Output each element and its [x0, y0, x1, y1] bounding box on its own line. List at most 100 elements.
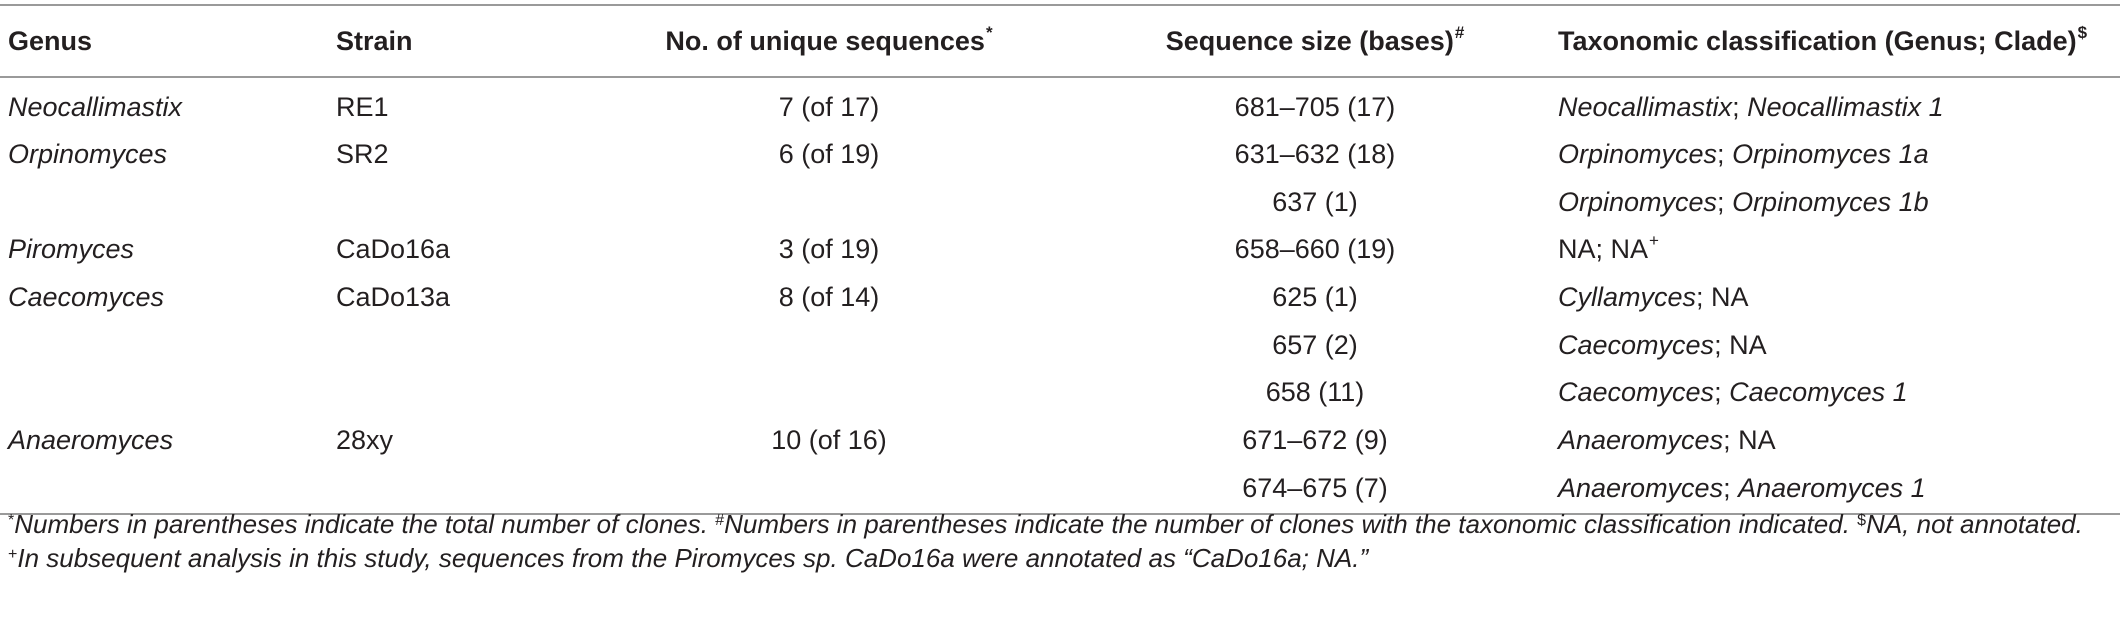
cell-unique-sequences	[586, 321, 1072, 369]
cell-strain	[336, 464, 586, 516]
cell-unique-sequences	[586, 369, 1072, 417]
cell-taxonomy: Cyllamyces; NA	[1558, 274, 2120, 322]
cell-genus: Orpinomyces	[8, 139, 168, 170]
taxonomy-clade: Anaeromyces 1	[1738, 473, 1926, 504]
cell-sequence-size: 671–672 (9)	[1242, 424, 1388, 455]
taxonomy-separator: ;	[1723, 424, 1739, 455]
taxonomy-genus: NA	[1558, 234, 1596, 265]
cell-sequence-size: 681–705 (17)	[1234, 92, 1396, 122]
cell-genus: Caecomyces	[8, 282, 165, 313]
cell-sequence-size: 631–632 (18)	[1234, 139, 1396, 170]
cell-taxonomy: Orpinomyces; Orpinomyces 1a	[1558, 131, 2120, 179]
taxonomy-genus: Anaeromyces	[1558, 473, 1724, 504]
taxonomy-clade: NA	[1610, 234, 1649, 265]
footnote-mark-dollar: $	[2077, 22, 2088, 42]
cell-strain	[336, 321, 586, 369]
cell-genus: Piromyces	[8, 234, 135, 265]
cell-taxonomy: Anaeromyces; NA	[1558, 417, 2120, 465]
cell-taxonomy: NA; NA+	[1558, 226, 2120, 274]
header-strain: Strain	[336, 4, 586, 78]
cell-strain: RE1	[336, 92, 389, 122]
table-row: 674–675 (7) Anaeromyces; Anaeromyces 1	[0, 464, 2120, 516]
table-row: Caecomyces CaDo13a 8 (of 14) 625 (1) Cyllamy…	[0, 274, 2120, 322]
cell-unique-sequences	[586, 179, 1072, 227]
cell-strain: CaDo16a	[336, 234, 451, 265]
taxonomy-clade: Orpinomyces 1b	[1732, 186, 1929, 217]
cell-sequence-size: 658 (11)	[1265, 377, 1365, 408]
taxonomy-separator: ;	[1723, 473, 1739, 504]
taxonomy-clade: Orpinomyces 1a	[1732, 139, 1929, 170]
taxonomy-genus: Neocallimastix	[1558, 92, 1733, 122]
cell-taxonomy: Caecomyces; Caecomyces 1	[1558, 369, 2120, 417]
table-row: Piromyces CaDo16a 3 (of 19) 658–660 (19) NA;…	[0, 226, 2120, 274]
cell-genus	[0, 321, 336, 369]
cell-sequence-size: 637 (1)	[1272, 186, 1358, 217]
cell-taxonomy: Neocallimastix; Neocallimastix 1	[1558, 77, 2120, 131]
cell-genus	[0, 369, 336, 417]
table-row: 657 (2) Caecomyces; NA	[0, 321, 2120, 369]
sequence-table: Genus Strain No. of unique sequences* Se…	[0, 4, 2120, 516]
taxonomy-separator: ;	[1717, 139, 1733, 170]
cell-genus: Neocallimastix	[8, 92, 183, 122]
footnote-dollar-mark: $	[1857, 512, 1867, 529]
header-sequence-size: Sequence size (bases)#	[1072, 4, 1558, 78]
taxonomy-separator: ;	[1595, 234, 1611, 265]
cell-unique-sequences: 6 (of 19)	[778, 139, 880, 170]
table-row: 637 (1) Orpinomyces; Orpinomyces 1b	[0, 179, 2120, 227]
table-row: Anaeromyces 28xy 10 (of 16) 671–672 (9) Anae…	[0, 417, 2120, 465]
header-row: Genus Strain No. of unique sequences* Se…	[0, 4, 2120, 78]
footnote-hash-text: Numbers in parentheses indicate the numb…	[724, 509, 1858, 539]
cell-taxonomy: Anaeromyces; Anaeromyces 1	[1558, 464, 2120, 516]
taxonomy-separator: ;	[1714, 377, 1730, 408]
cell-strain: 28xy	[336, 424, 394, 455]
taxonomy-separator: ;	[1714, 329, 1730, 360]
table-row: Orpinomyces SR2 6 (of 19) 631–632 (18) Orpin…	[0, 131, 2120, 179]
cell-strain	[336, 179, 586, 227]
cell-strain	[336, 369, 586, 417]
taxonomy-genus: Anaeromyces	[1558, 424, 1724, 455]
taxonomy-genus: Caecomyces	[1558, 377, 1715, 408]
footnote-dollar-text: NA, not annotated.	[1866, 509, 2083, 539]
footnote-mark-hash: #	[1454, 22, 1465, 42]
cell-unique-sequences	[586, 464, 1072, 516]
cell-genus: Anaeromyces	[8, 424, 174, 455]
taxonomy-clade: NA	[1729, 329, 1767, 360]
cell-unique-sequences: 8 (of 14)	[778, 282, 880, 313]
taxonomy-clade: Neocallimastix 1	[1747, 92, 1944, 122]
footnote-hash-mark: #	[715, 512, 725, 529]
taxonomy-clade: NA	[1738, 424, 1776, 455]
header-genus: Genus	[0, 4, 336, 78]
cell-unique-sequences: 10 (of 16)	[771, 424, 887, 455]
taxonomy-clade: NA	[1711, 282, 1749, 313]
cell-sequence-size: 625 (1)	[1272, 282, 1358, 313]
taxonomy-separator: ;	[1732, 92, 1748, 122]
cell-genus	[0, 464, 336, 516]
cell-strain: CaDo13a	[336, 282, 451, 313]
cell-unique-sequences: 3 (of 19)	[778, 234, 880, 265]
taxonomy-genus: Cyllamyces	[1558, 282, 1697, 313]
table-footnotes: *Numbers in parentheses indicate the tot…	[8, 507, 2108, 575]
cell-genus	[0, 179, 336, 227]
cell-sequence-size: 674–675 (7)	[1072, 464, 1558, 516]
taxonomy-genus: Orpinomyces	[1558, 186, 1718, 217]
taxonomy-clade: Caecomyces 1	[1729, 377, 1908, 408]
footnote-plus-mark: +	[8, 546, 18, 563]
taxonomy-separator: ;	[1696, 282, 1712, 313]
footnote-star-text: Numbers in parentheses indicate the tota…	[14, 509, 716, 539]
footnote-plus-text: In subsequent analysis in this study, se…	[17, 543, 1369, 573]
cell-taxonomy: Caecomyces; NA	[1558, 321, 2120, 369]
taxonomy-genus: Caecomyces	[1558, 329, 1715, 360]
cell-sequence-size: 657 (2)	[1272, 329, 1358, 360]
footnote-star-mark: *	[8, 512, 15, 529]
header-taxonomy: Taxonomic classification (Genus; Clade)$	[1558, 4, 2120, 78]
footnote-mark-star: *	[985, 22, 993, 42]
table-row: 658 (11) Caecomyces; Caecomyces 1	[0, 369, 2120, 417]
cell-taxonomy: Orpinomyces; Orpinomyces 1b	[1558, 179, 2120, 227]
cell-sequence-size: 658–660 (19)	[1234, 234, 1396, 265]
cell-unique-sequences: 7 (of 17)	[778, 92, 880, 122]
taxonomy-separator: ;	[1717, 186, 1733, 217]
taxonomy-genus: Orpinomyces	[1558, 139, 1718, 170]
table-row: Neocallimastix RE1 7 (of 17) 681–705 (17) Ne…	[0, 77, 2120, 131]
footnote-mark-plus: +	[1649, 231, 1659, 251]
